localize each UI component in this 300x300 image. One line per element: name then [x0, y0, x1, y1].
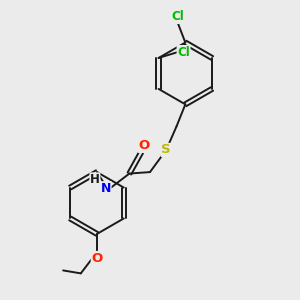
Text: N: N	[100, 182, 111, 195]
Text: S: S	[161, 143, 171, 157]
Text: H: H	[90, 173, 100, 186]
Text: O: O	[92, 252, 103, 265]
Text: Cl: Cl	[177, 46, 190, 59]
Text: O: O	[139, 140, 150, 152]
Text: Cl: Cl	[172, 11, 184, 23]
